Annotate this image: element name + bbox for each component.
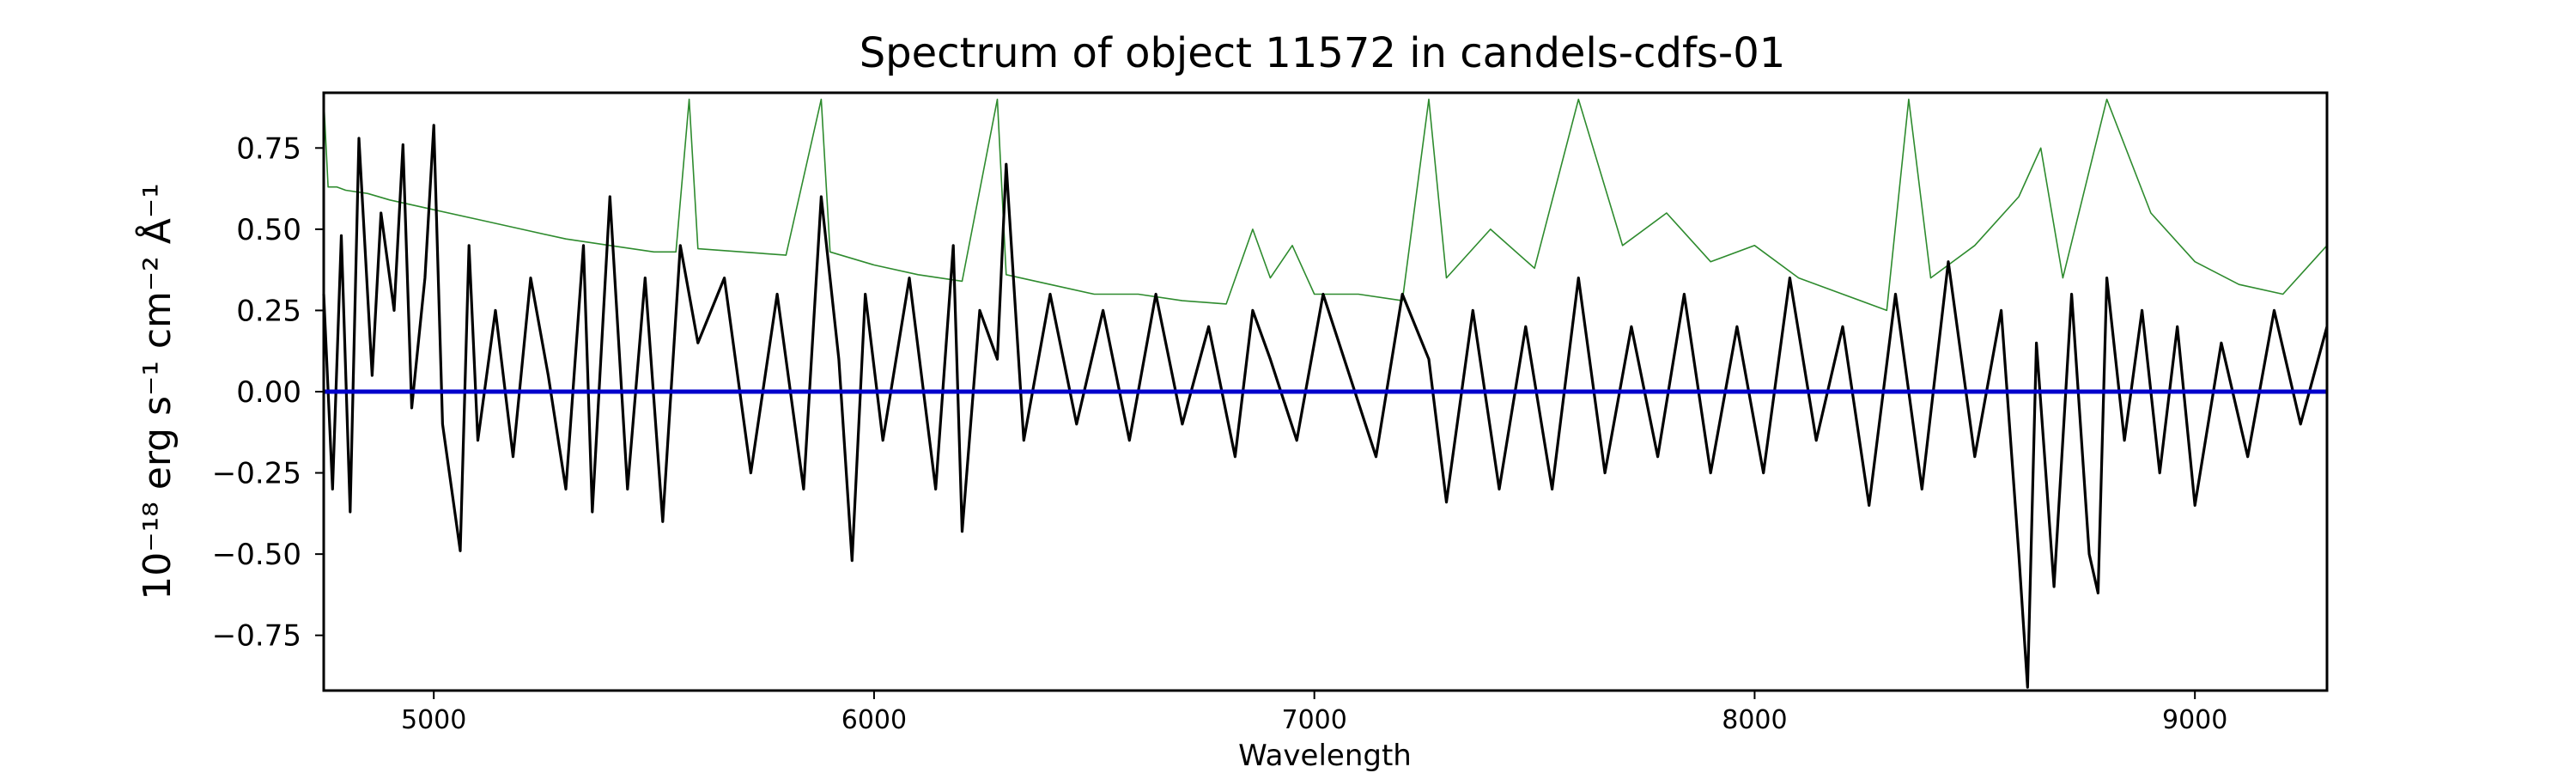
chart-title: Spectrum of object 11572 in candels-cdfs…: [860, 29, 1786, 77]
x-tick-label: 7000: [1282, 705, 1347, 735]
y-axis-ticks: 0.75 0.50 0.25 0.00 −0.25 −0.50 −0.75: [212, 131, 324, 654]
x-tick-label: 5000: [401, 705, 466, 735]
x-tick-label: 6000: [841, 705, 907, 735]
x-axis-ticks: 5000 6000 7000 8000 9000: [401, 691, 2227, 735]
y-tick-label: 0.00: [236, 375, 301, 410]
y-tick-label: 0.75: [236, 131, 301, 166]
flux-spectrum-series: [322, 124, 2329, 689]
error-line: [323, 98, 2328, 312]
y-tick-label: −0.50: [212, 538, 301, 572]
x-tick-label: 9000: [2162, 705, 2227, 735]
x-tick-label: 8000: [1722, 705, 1787, 735]
plot-area: [322, 98, 2329, 689]
error-spectrum-series: [323, 98, 2328, 312]
flux-line: [322, 124, 2329, 689]
y-tick-label: 0.25: [236, 294, 301, 328]
y-axis-label: 10⁻¹⁸ erg s⁻¹ cm⁻² Å⁻¹: [134, 183, 179, 600]
y-tick-label: 0.50: [236, 213, 301, 247]
y-tick-label: −0.25: [212, 457, 301, 491]
y-tick-label: −0.75: [212, 619, 301, 654]
plot-frame: [322, 91, 2329, 692]
x-axis-label: Wavelength: [1238, 739, 1412, 773]
